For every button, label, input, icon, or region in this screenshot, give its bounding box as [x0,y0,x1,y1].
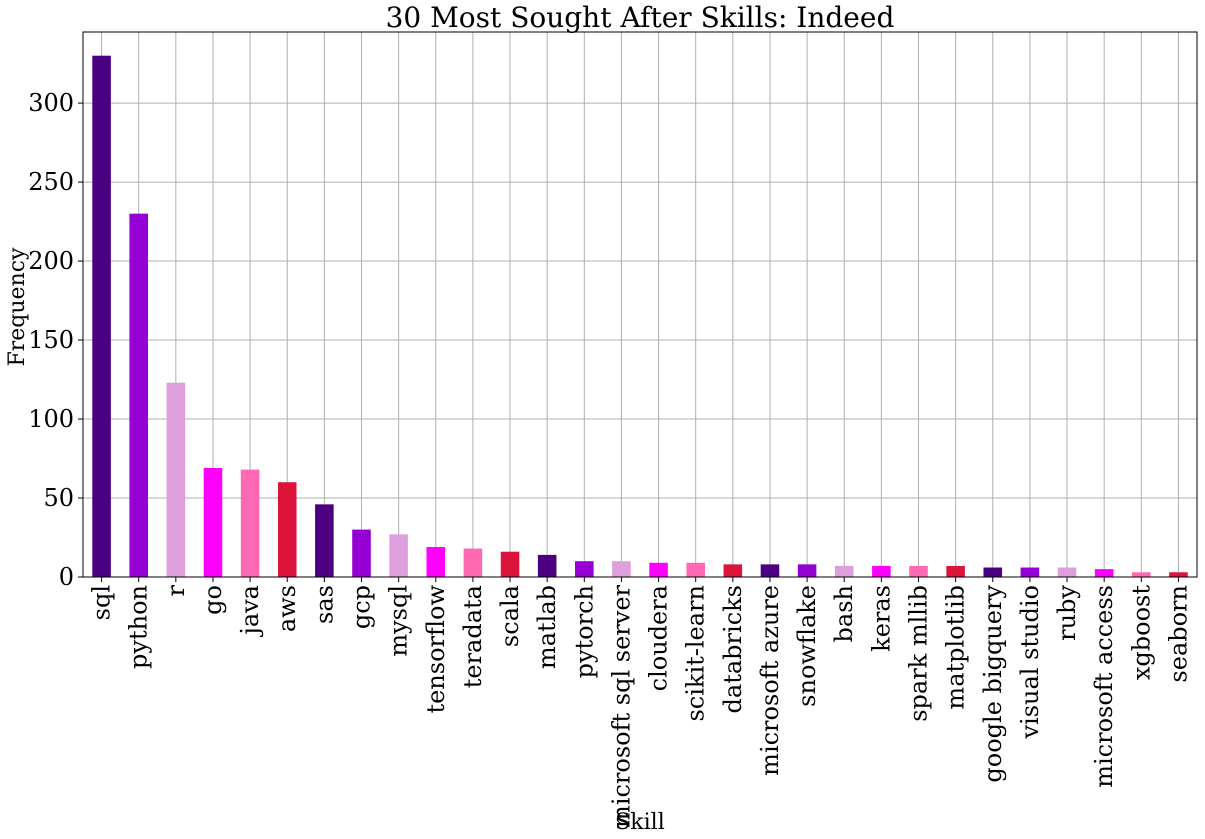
bar-visual-studio [1020,567,1040,577]
x-axis-ticks: sql python r go java aws sas gcp mysql tensorflow… [88,577,1192,828]
bar-xgboost [1132,572,1151,577]
x-tick-label: microsoft azure [756,585,784,776]
bar-scala [500,551,520,577]
bar-matlab [537,554,557,577]
bar-matplotlib [946,565,965,577]
x-tick-label: aws [273,585,301,632]
y-tick-label: 50 [43,484,74,512]
y-tick-label: 200 [28,247,74,275]
x-tick-label: sas [310,585,338,624]
x-tick-label: keras [867,585,895,652]
x-tick-label: teradata [459,585,487,688]
x-tick-label: tensorflow [422,585,450,714]
x-tick-label: google bigquery [979,585,1007,783]
bar-sas [315,504,334,577]
bar-gcp [352,529,371,577]
x-tick-label: java [236,585,264,638]
x-tick-label: microsoft sql server [607,584,635,827]
bar-seaborn [1169,572,1188,577]
chart-title: 30 Most Sought After Skills: Indeed [386,1,895,34]
x-tick-label: spark mllib [905,585,933,722]
x-tick-label: mysql [385,585,413,657]
x-tick-label: bash [830,585,858,642]
x-tick-label: matlab [533,585,561,669]
x-tick-label: cloudera [645,585,673,691]
x-tick-label: xgboost [1127,585,1155,680]
bar-microsoft-sql-server [612,561,631,577]
x-tick-label: ruby [1053,585,1081,641]
x-tick-label: sql [88,585,116,620]
x-tick-label: scikit-learn [682,585,710,722]
y-tick-label: 300 [28,89,74,117]
bar-microsoft-access [1094,569,1114,577]
bar-java [240,469,260,577]
bar-scikit-learn [686,562,705,577]
bar-mysql [389,534,408,577]
x-tick-label: databricks [719,585,747,713]
x-tick-label: seaborn [1164,585,1192,683]
y-axis-label: Frequency [5,247,30,367]
bar-aws [277,482,297,577]
bar-cloudera [649,562,668,577]
x-tick-label: gcp [348,585,376,629]
y-tick-label: 250 [28,168,74,196]
bars [92,55,1188,577]
y-tick-label: 0 [59,563,74,591]
bar-spark-mllib [909,565,928,577]
x-tick-label: go [199,585,227,615]
bar-microsoft-azure [760,564,780,577]
x-tick-label: pytorch [570,585,598,678]
bar-sql [92,55,111,577]
bar-bash [834,565,854,577]
x-tick-label: microsoft access [1090,585,1118,788]
y-tick-label: 100 [28,405,74,433]
bar-teradata [463,548,483,577]
bar-pytorch [575,561,594,577]
bar-r [166,382,186,577]
x-tick-label: snowflake [793,585,821,707]
bar-go [203,468,223,577]
bar-keras [872,565,891,577]
x-tick-label: matplotlib [942,585,970,710]
bar-ruby [1057,567,1077,577]
x-tick-label: python [125,585,153,669]
x-axis-label: Skill [615,810,665,835]
bar-tensorflow [426,546,446,577]
y-axis-ticks: 0 50 100 150 200 250 300 [28,89,83,591]
plot-frame [82,31,1198,578]
x-tick-label: scala [496,585,524,647]
x-tick-label: visual studio [1016,585,1044,740]
bar-databricks [723,564,743,577]
grid-lines [83,32,1197,578]
bar-google-bigquery [983,567,1003,577]
bar-python [129,213,148,577]
bar-snowflake [797,564,817,577]
x-tick-label: r [162,584,190,596]
y-tick-label: 150 [28,326,74,354]
